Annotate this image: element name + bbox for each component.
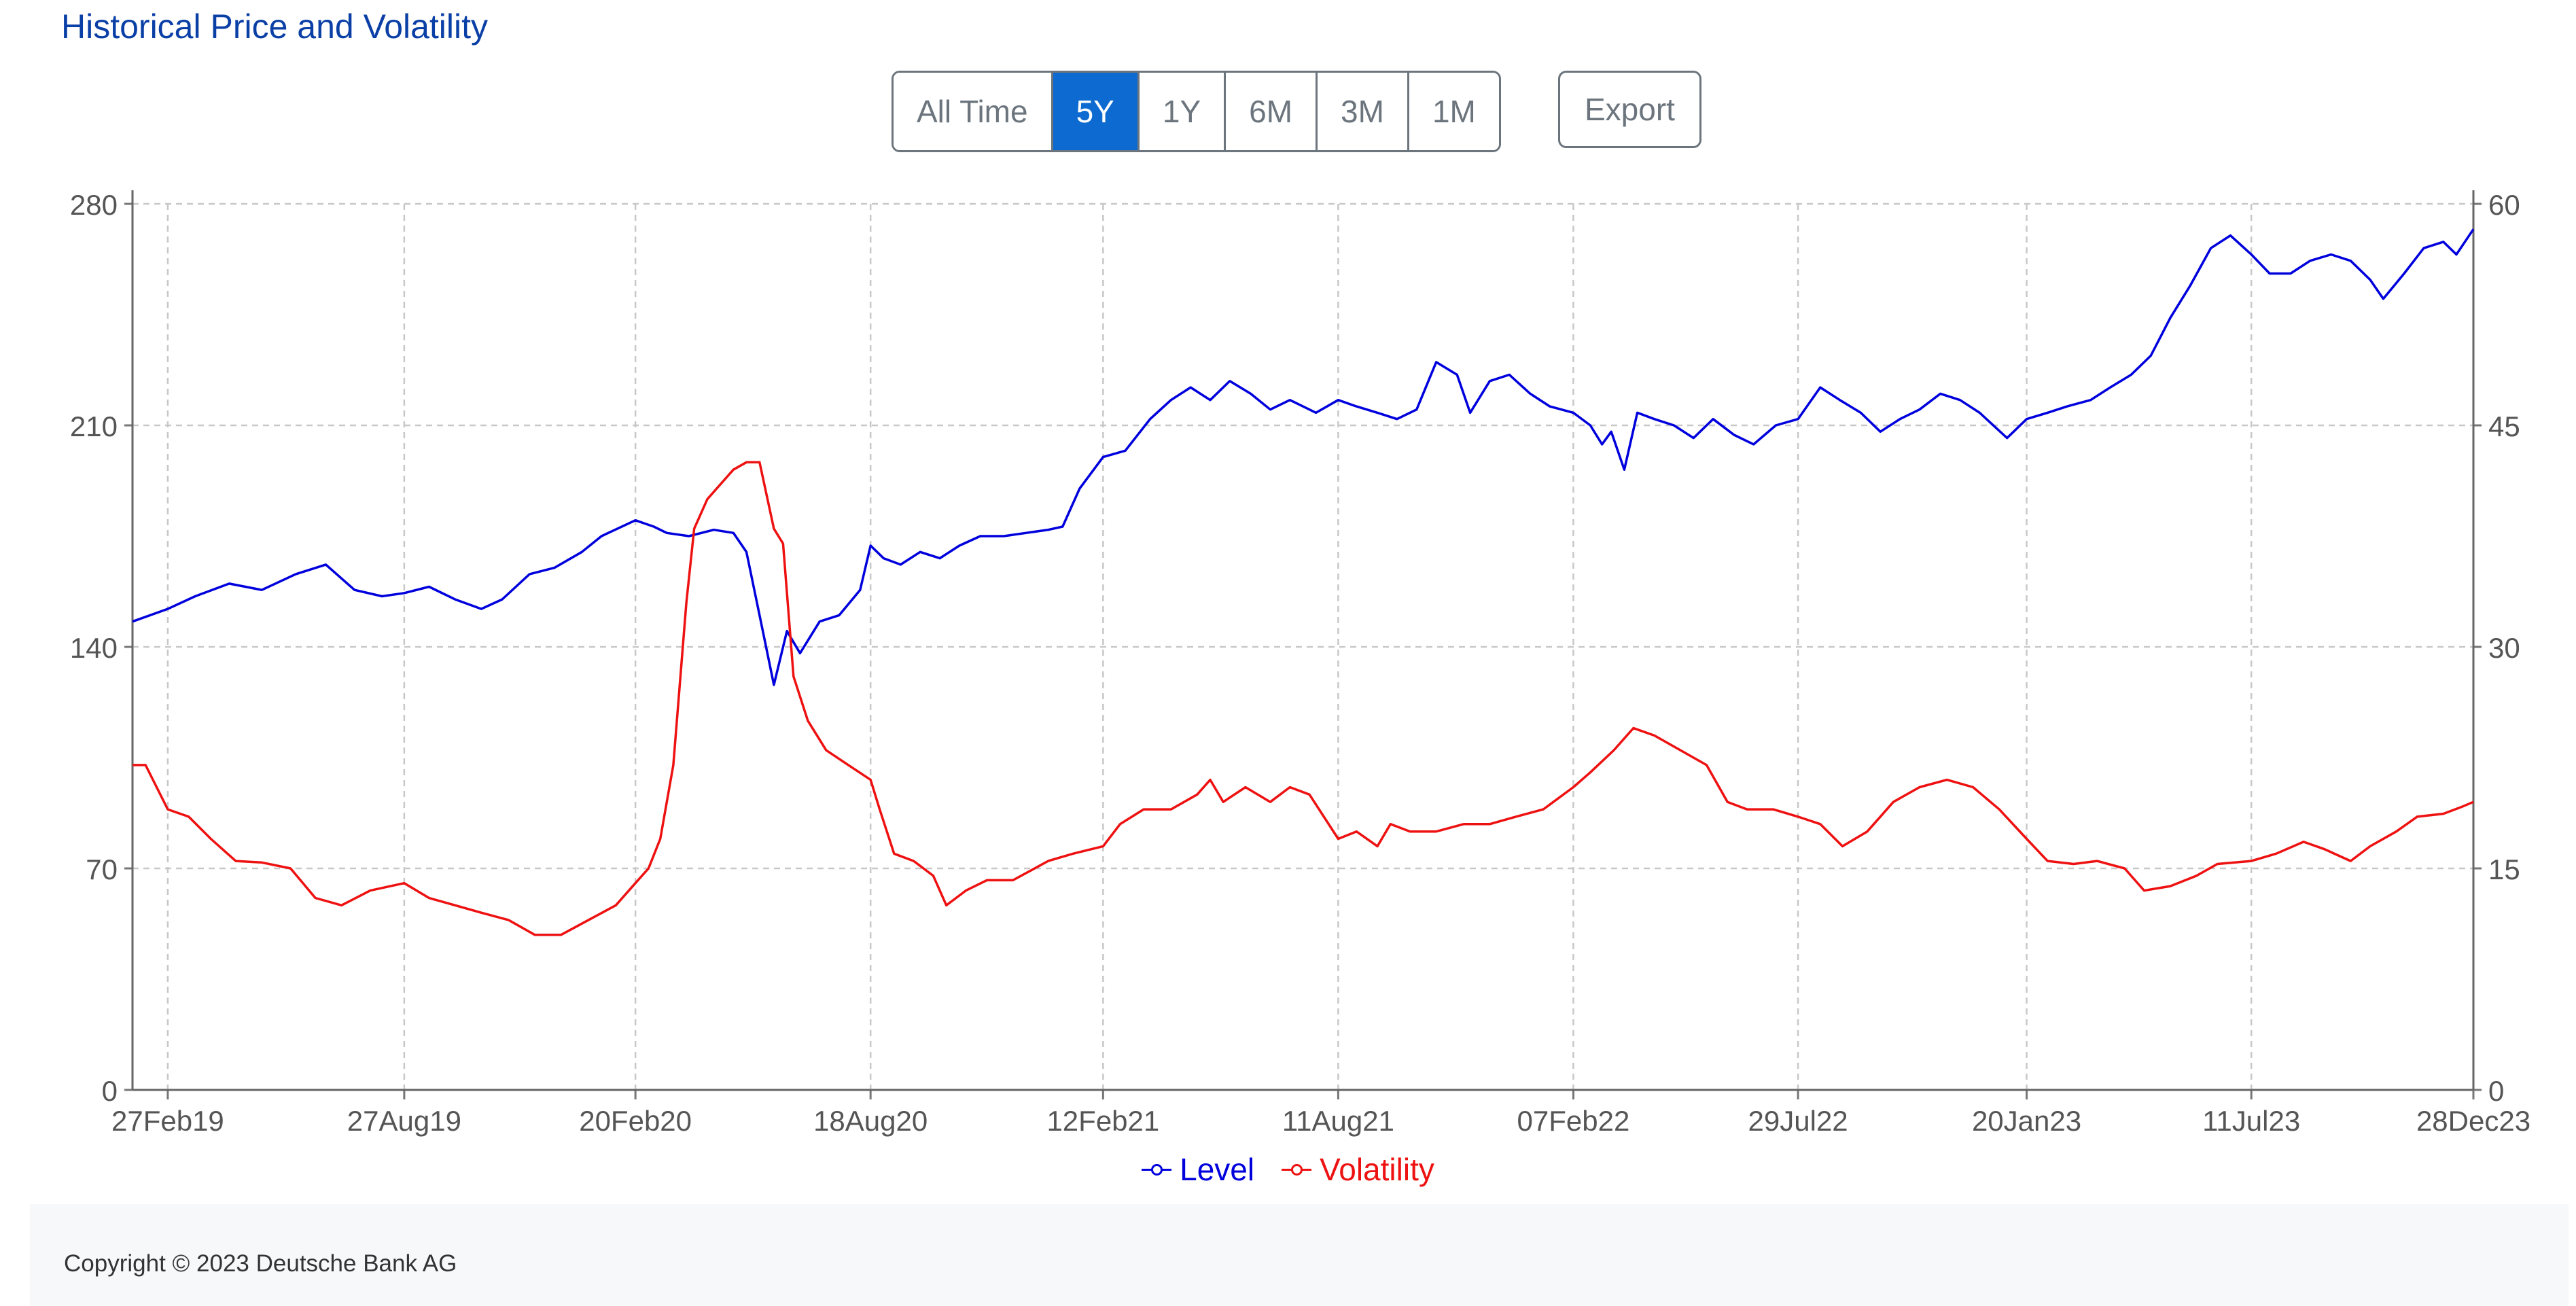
x-tick-label: 07Feb22 [1517, 1105, 1630, 1137]
y-right-tick-label: 45 [2488, 410, 2520, 442]
range-selector: All Time 5Y 1Y 6M 3M 1M [892, 71, 1501, 152]
x-tick-label: 20Feb20 [579, 1105, 692, 1137]
range-all-time-button[interactable]: All Time [894, 73, 1051, 150]
x-tick-label: 11Aug21 [1282, 1105, 1394, 1137]
x-tick-label: 29Jul22 [1748, 1105, 1848, 1137]
legend-level-label: Level [1180, 1152, 1255, 1187]
y-left-tick-label: 280 [70, 189, 118, 221]
legend-volatility-label: Volatility [1320, 1152, 1434, 1187]
x-tick-label: 11Jul23 [2202, 1105, 2300, 1137]
x-tick-label: 27Aug19 [347, 1105, 461, 1137]
y-right-tick-label: 60 [2488, 189, 2520, 221]
legend-level-marker-icon [1142, 1163, 1172, 1176]
x-tick-label: 18Aug20 [813, 1105, 928, 1137]
range-5y-button[interactable]: 5Y [1051, 73, 1137, 150]
grid [133, 202, 2475, 1090]
x-tick-label: 20Jan23 [1972, 1105, 2081, 1137]
x-tick-label: 27Feb19 [111, 1105, 224, 1137]
legend-item-volatility[interactable]: Volatility [1282, 1151, 1434, 1188]
y-left-tick-label: 140 [70, 632, 118, 664]
axes: 0 70 140 210 280 0 15 30 45 60 27Feb19 27Aug19 20Feb… [70, 189, 2530, 1137]
y-left-tick-label: 210 [70, 410, 118, 442]
range-1m-button[interactable]: 1M [1407, 73, 1499, 150]
copyright-text: Copyright © 2023 Deutsche Bank AG [64, 1250, 457, 1277]
range-6m-button[interactable]: 6M [1224, 73, 1316, 150]
footer: Copyright © 2023 Deutsche Bank AG [30, 1204, 2569, 1306]
series-line-volatility [133, 461, 2474, 936]
range-3m-button[interactable]: 3M [1316, 73, 1407, 150]
y-right-tick-label: 0 [2488, 1075, 2504, 1107]
export-button[interactable]: Export [1558, 71, 1701, 148]
y-left-tick-label: 70 [86, 853, 118, 885]
y-left-tick-label: 0 [102, 1075, 118, 1107]
x-tick-label: 12Feb21 [1046, 1105, 1159, 1137]
y-right-tick-label: 30 [2488, 632, 2520, 664]
legend-volatility-marker-icon [1282, 1163, 1312, 1176]
series [132, 228, 2475, 936]
chart-title: Historical Price and Volatility [61, 7, 489, 46]
series-line-level [132, 228, 2475, 686]
legend-item-level[interactable]: Level [1142, 1151, 1254, 1188]
legend: Level Volatility [0, 1151, 2576, 1188]
x-tick-label: 28Dec23 [2416, 1105, 2530, 1137]
range-1y-button[interactable]: 1Y [1137, 73, 1224, 150]
y-right-tick-label: 15 [2488, 853, 2520, 885]
